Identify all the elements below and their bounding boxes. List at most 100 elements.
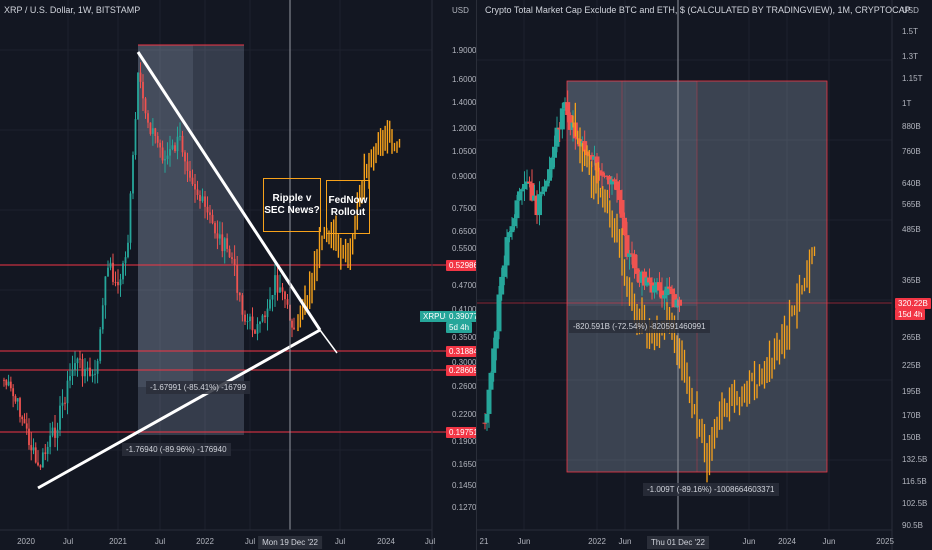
candle-body [142, 81, 144, 99]
candle-body [677, 299, 682, 306]
candle-body [9, 381, 12, 389]
mc-price-tick: 116.5B [902, 477, 927, 486]
note-fednow[interactable]: FedNow Rollout [326, 180, 370, 234]
candle-body [64, 402, 66, 404]
candle-body [46, 446, 49, 454]
xrp-chart-canvas[interactable] [0, 0, 476, 550]
xrp-time-label: 2022 [196, 537, 214, 546]
candle-body [41, 452, 44, 468]
candle-body [124, 257, 127, 264]
measure-box-1[interactable] [138, 45, 193, 387]
candle-body [246, 321, 249, 323]
measure-box-inner[interactable] [567, 81, 697, 306]
candle-body [89, 367, 91, 376]
xrp-chart-pane[interactable]: XRP / U.S. Dollar, 1W, BITSTAMP USD 1.90… [0, 0, 476, 550]
measure-label-1: -1.67991 (-85.41%) -16799 [146, 381, 251, 394]
candle-body [74, 363, 76, 370]
candle-body [122, 263, 124, 280]
candle-body [627, 253, 632, 257]
candle-body [259, 321, 261, 325]
candle-body [652, 285, 657, 293]
candle-body [32, 447, 35, 451]
candle-body [169, 149, 171, 156]
note-ripple-sec[interactable]: Ripple v SEC News? [263, 178, 321, 232]
candle-body [209, 212, 211, 215]
xrp-time-label: 2020 [17, 537, 35, 546]
candle-body [238, 292, 241, 296]
mc-price-tick: 102.5B [902, 499, 928, 508]
candle-body [39, 465, 42, 468]
current-price-label: 0.39077 [446, 311, 476, 322]
candle-body [514, 200, 520, 219]
mc-time-label: Jun [742, 537, 756, 546]
candle-body [132, 155, 134, 194]
mc-bar-countdown: 15d 4h [895, 309, 926, 320]
candle-body [119, 279, 122, 286]
xrp-time-label: 2021 [109, 537, 127, 546]
candle-body [544, 180, 550, 187]
candle-body [176, 136, 179, 152]
othersmcap-chart-canvas[interactable] [477, 0, 932, 550]
candle-body [154, 128, 157, 137]
candle-body [233, 258, 236, 265]
mc-price-tick: 760B [902, 147, 921, 156]
xrp-projection-candles [297, 120, 401, 332]
candle-body [244, 314, 246, 322]
candle-body [223, 238, 226, 252]
mc-price-tick: 640B [902, 179, 921, 188]
candle-body [657, 282, 662, 291]
candle-body [23, 419, 26, 424]
candle-body [112, 262, 114, 282]
candle-body [21, 416, 24, 420]
candle-body [179, 135, 181, 137]
candle-body [107, 267, 109, 277]
candle-body [149, 122, 152, 134]
support-levels[interactable] [0, 264, 446, 433]
candle-body [269, 299, 271, 309]
level-label-1: 0.31884 [446, 346, 476, 357]
candle-body [156, 136, 159, 143]
candle-body [199, 195, 201, 201]
mc-price-tick: 485B [902, 225, 921, 234]
candle-body [542, 186, 547, 192]
candle-body [144, 98, 147, 114]
candle-body [669, 288, 675, 295]
candle-body [91, 374, 94, 376]
mc-time-label: 2025 [876, 537, 894, 546]
symbol-badge[interactable]: XRPUSD [420, 311, 460, 322]
othersmcap-price-axis[interactable]: USD 1.5T 1.3T 1.15T 1T 880B 760B 640B 56… [897, 0, 932, 550]
candle-body [59, 405, 61, 430]
candle-body [94, 373, 96, 375]
candle-body [5, 379, 8, 386]
candle-body [629, 253, 635, 255]
candle-body [284, 291, 286, 300]
candle-body [16, 398, 19, 402]
xrp-price-tick: 1.20000 [452, 124, 476, 133]
projection-line[interactable] [319, 329, 338, 354]
candle-body [236, 264, 239, 293]
mc-price-tick: 1.15T [902, 74, 923, 83]
othersmcap-chart-pane[interactable]: Crypto Total Market Cap Exclude BTC and … [476, 0, 932, 550]
candle-body [30, 445, 33, 451]
candle-body [507, 232, 512, 238]
mc-price-tick: 150B [902, 433, 921, 442]
mc-price-tick: 265B [902, 333, 921, 342]
candle-body [49, 435, 52, 447]
candle-body [274, 275, 276, 295]
ascending-trendline[interactable] [37, 328, 321, 490]
candle-body [174, 145, 176, 152]
candle-body [537, 194, 542, 216]
candle-body [171, 145, 174, 150]
candle-body [166, 155, 169, 160]
candle-body [488, 372, 494, 390]
mc-price-tick: 1.3T [902, 52, 919, 61]
